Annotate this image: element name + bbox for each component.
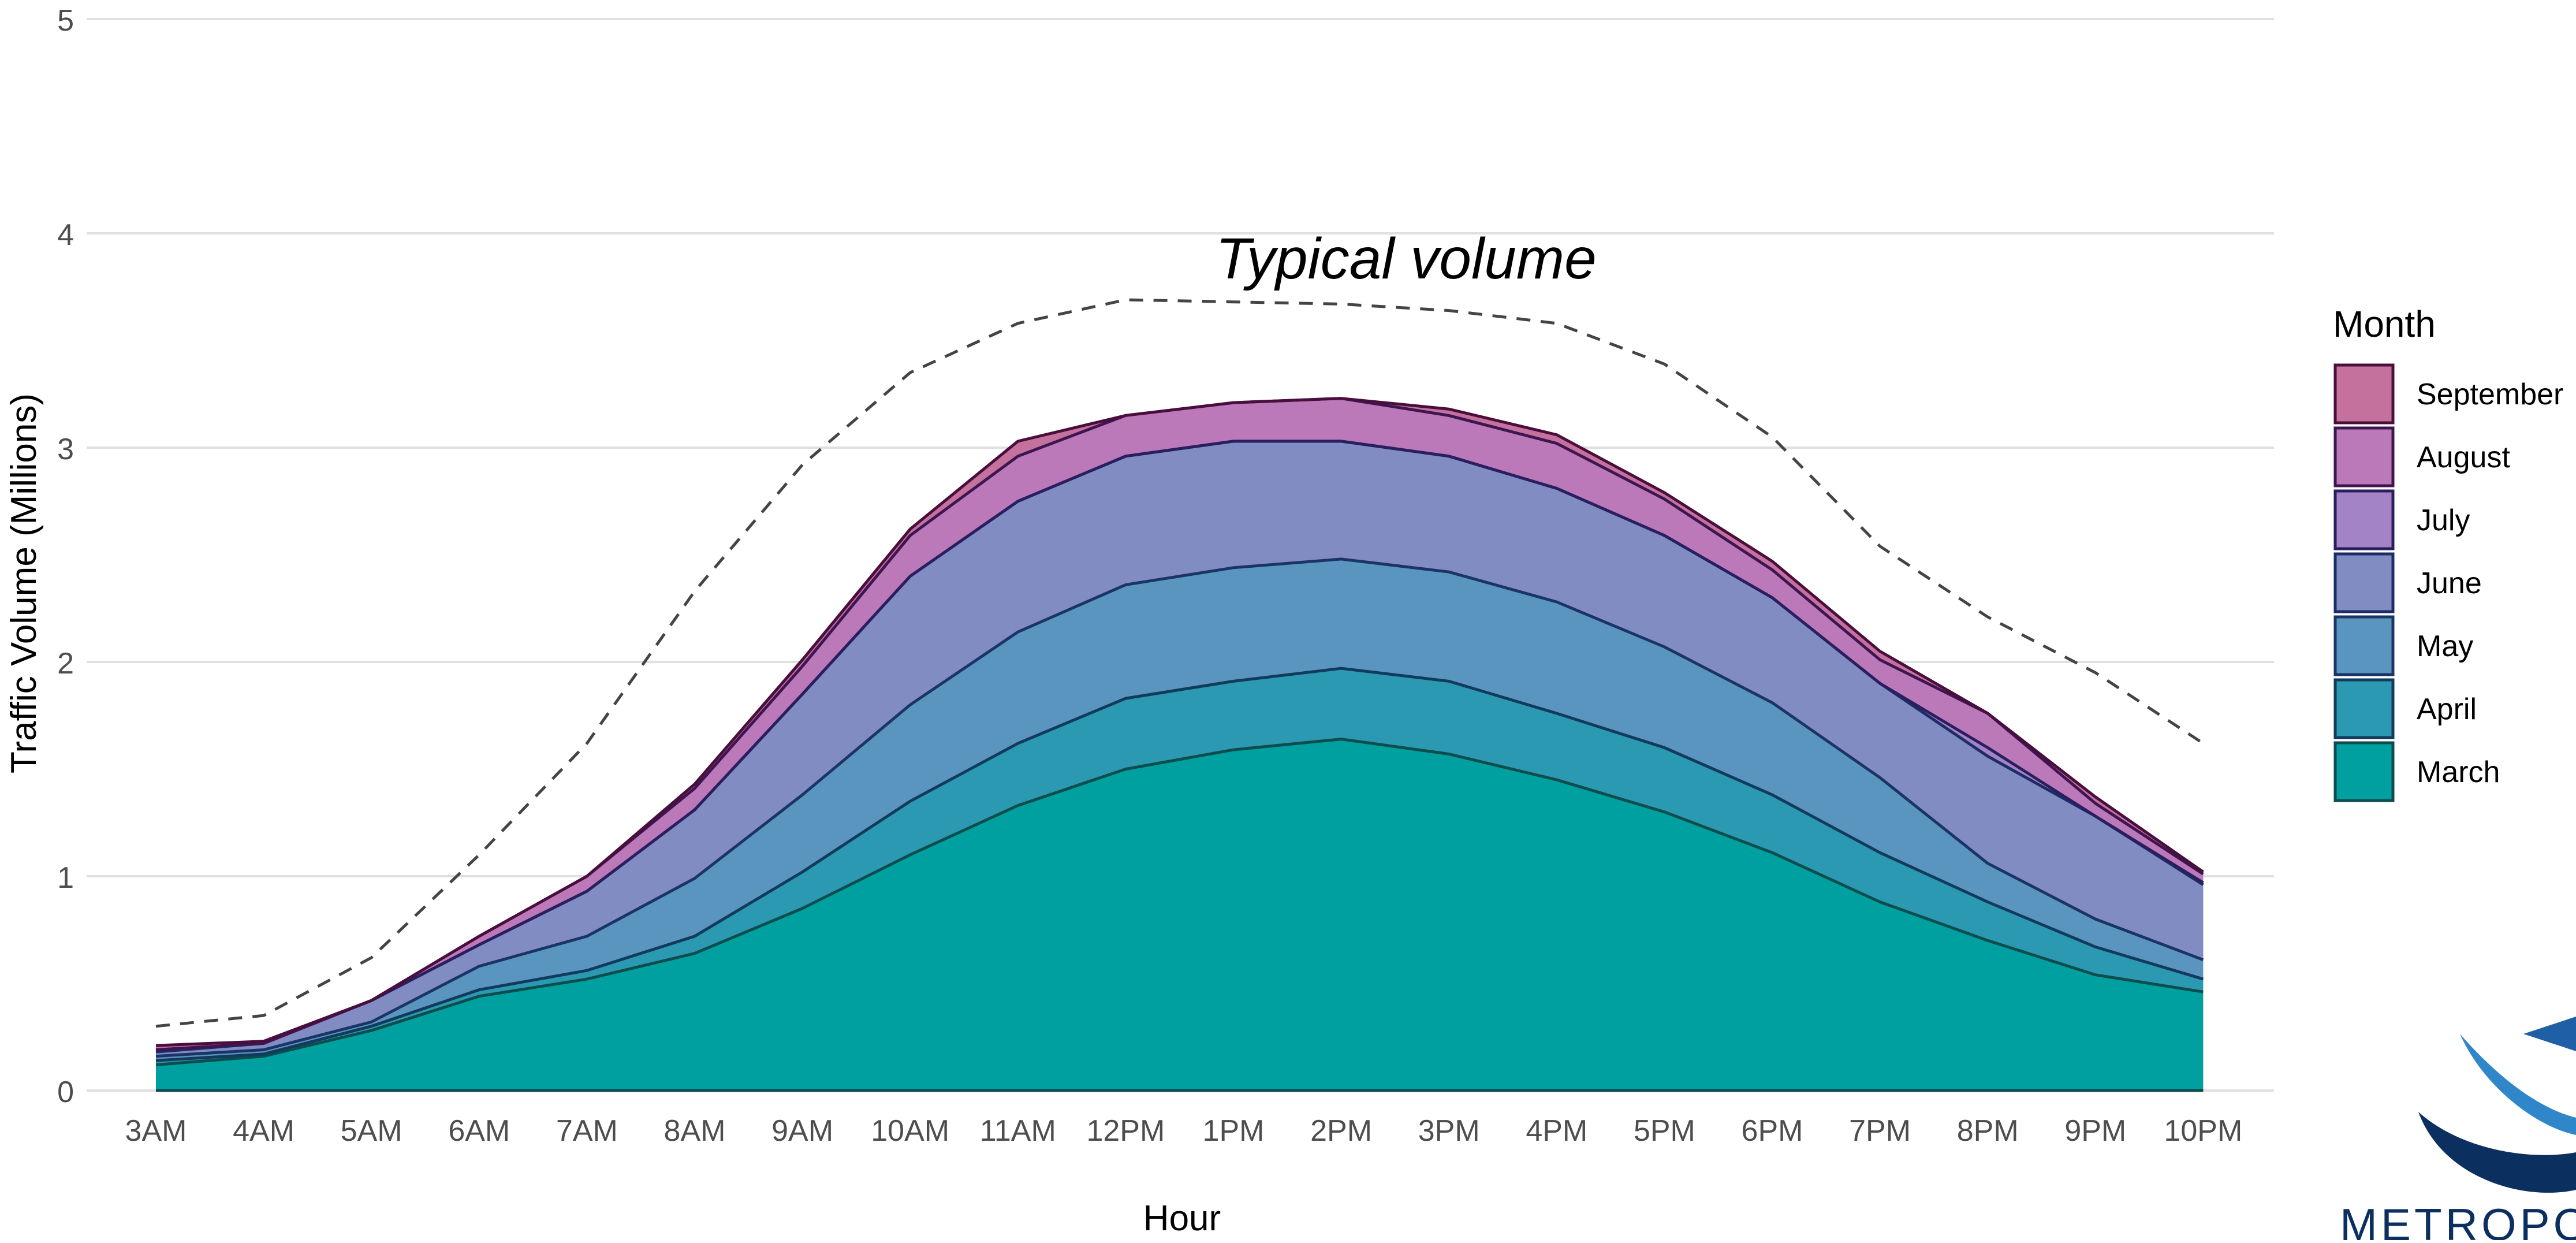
logo-text: METROPOL [2340, 1199, 2576, 1240]
legend-label-july: July [2417, 504, 2470, 537]
y-tick-label: 0 [57, 1075, 74, 1109]
x-tick-label: 4PM [1526, 1114, 1587, 1148]
x-tick-label: 10PM [2164, 1114, 2242, 1148]
y-axis-title: Traffic Volume (Millions) [4, 393, 44, 773]
x-tick-label: 1PM [1203, 1114, 1265, 1148]
area-april [156, 668, 2204, 1065]
area-march [156, 739, 2204, 1091]
x-axis-title: Hour [1143, 1199, 1221, 1238]
legend-label-september: September [2417, 378, 2563, 411]
x-tick-label: 10AM [871, 1114, 949, 1148]
y-tick-label: 5 [57, 4, 74, 38]
y-tick-label: 2 [57, 647, 74, 680]
x-tick-label: 12PM [1086, 1114, 1165, 1148]
typical-layer [155, 298, 2204, 1028]
legend-swatch-may [2333, 615, 2395, 676]
axis-layer: 0 1 2 3 4 5 3AM 4AM 5AM 6AM 7AM 8AM 9AM 10AM 11AM 12PM 1… [57, 4, 2242, 1148]
x-tick-label: 11AM [980, 1114, 1056, 1148]
legend-label-may: May [2417, 630, 2473, 663]
metropolitan-logo: METROPOL [2340, 1017, 2576, 1243]
area-outline-may [155, 557, 2204, 1058]
x-tick-label: 5AM [341, 1114, 402, 1148]
x-tick-label: 3AM [125, 1114, 187, 1148]
area-june [156, 441, 2204, 1056]
x-tick-label: 2PM [1310, 1114, 1372, 1148]
legend-swatch-september [2333, 363, 2395, 425]
y-tick-label: 1 [57, 861, 74, 895]
area-outline-july [155, 440, 2204, 1051]
area-outline-september [155, 397, 2204, 1047]
x-tick-label: 6PM [1742, 1114, 1803, 1148]
legend-items: September August July June May April March [2333, 363, 2563, 802]
y-tick-label: 4 [57, 218, 74, 252]
legend-label-april: April [2417, 693, 2477, 726]
y-tick-label: 3 [57, 433, 74, 466]
x-tick-label: 7PM [1849, 1114, 1911, 1148]
x-tick-label: 3PM [1418, 1114, 1480, 1148]
logo-swoosh-dark [2418, 1112, 2576, 1193]
legend-swatch-april [2333, 678, 2395, 739]
x-tick-label: 9PM [2064, 1114, 2126, 1148]
x-tick-label: 5PM [1634, 1114, 1695, 1148]
legend-swatch-july [2333, 489, 2395, 550]
line-layer [155, 397, 2204, 1092]
legend-swatch-june [2333, 552, 2395, 613]
x-tick-label: 8AM [664, 1114, 726, 1148]
legend: Month September August July June May April Mar… [2333, 303, 2563, 802]
typical-volume-label: Typical volume [1216, 226, 1596, 291]
legend-swatch-august [2333, 426, 2395, 487]
legend-label-march: March [2417, 756, 2500, 789]
legend-swatch-march [2333, 741, 2395, 802]
x-tick-label: 7AM [556, 1114, 618, 1148]
area-outline-march [155, 738, 2204, 1066]
legend-label-june: June [2417, 567, 2482, 600]
legend-title: Month [2333, 303, 2436, 345]
typical-volume-line [155, 298, 2204, 1028]
x-tick-label: 4AM [233, 1114, 294, 1148]
logo-swoosh-light [2460, 1034, 2576, 1135]
x-tick-label: 9AM [771, 1114, 833, 1148]
x-tick-label: 8PM [1957, 1114, 2019, 1148]
area-may [156, 559, 2204, 1061]
area-layer [156, 398, 2204, 1091]
logo-blade [2523, 1017, 2576, 1051]
area-outline-april [155, 667, 2204, 1062]
x-tick-label: 6AM [448, 1114, 510, 1148]
legend-label-august: August [2417, 441, 2510, 474]
